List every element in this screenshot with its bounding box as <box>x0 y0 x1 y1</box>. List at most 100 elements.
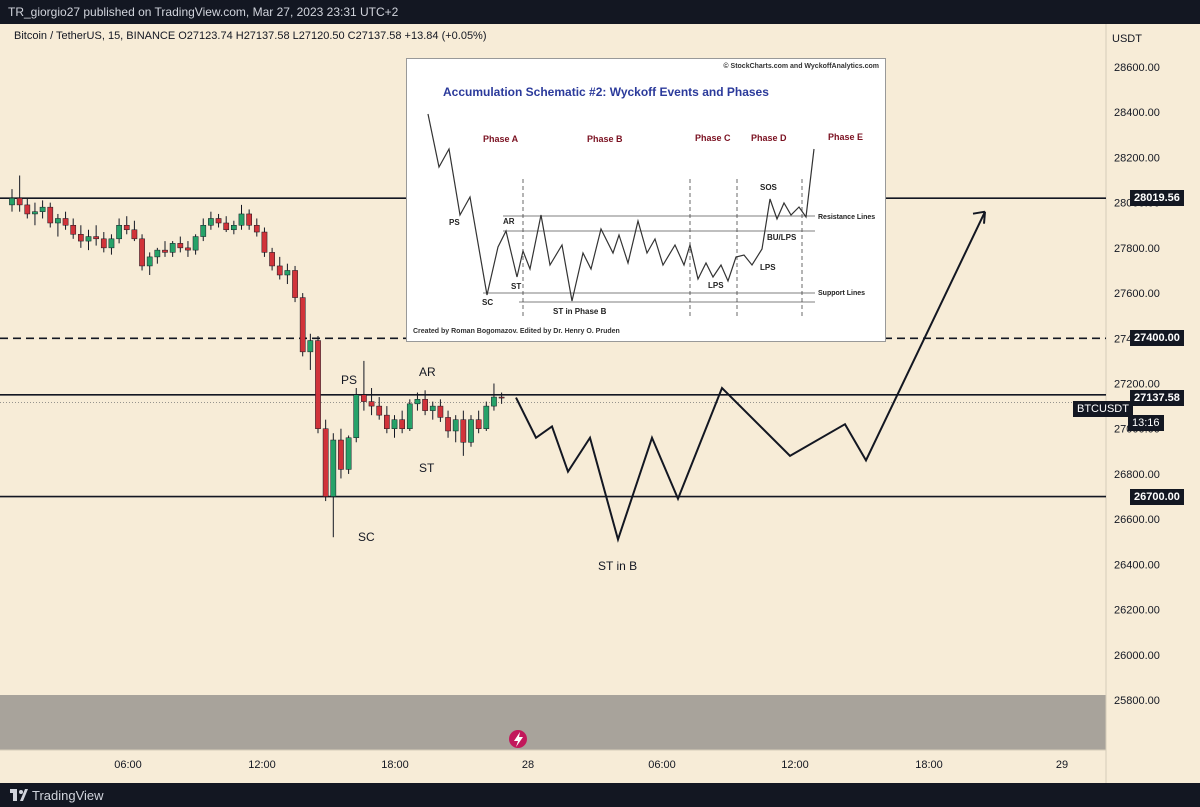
candle-body <box>123 225 130 231</box>
y-tick-label: 27800.00 <box>1114 243 1160 255</box>
schematic-price-path <box>427 113 815 302</box>
candle-body <box>460 419 467 443</box>
candle-body <box>246 213 253 226</box>
symbol-badge: BTCUSDT <box>1073 401 1133 417</box>
phase-b-label: Phase B <box>587 134 623 144</box>
candle-body <box>238 213 245 226</box>
candle-body <box>498 396 505 399</box>
candle-body <box>414 399 421 405</box>
schematic-sc: SC <box>482 298 493 307</box>
candle-body <box>368 401 375 407</box>
annotation-st-in-b: ST in B <box>598 559 637 573</box>
candle-body <box>146 256 153 267</box>
phase-c-label: Phase C <box>695 133 731 143</box>
candle-body <box>353 394 360 439</box>
annotation-ps: PS <box>341 373 357 387</box>
lower-shade-zone <box>0 695 1106 750</box>
candle-body <box>223 222 230 231</box>
candle-body <box>215 218 222 224</box>
candle-body <box>452 419 459 432</box>
y-tick-label: 26600.00 <box>1114 514 1160 526</box>
candle-body <box>169 243 176 253</box>
candle-body <box>422 399 428 411</box>
candle-body <box>437 405 444 418</box>
candle-body <box>154 249 161 258</box>
candle-body <box>468 419 474 443</box>
candle-body <box>47 206 54 224</box>
candle-body <box>131 229 138 240</box>
y-tick-label: 27600.00 <box>1114 288 1160 300</box>
candle-body <box>384 414 390 429</box>
price-badge: 27400.00 <box>1130 330 1184 347</box>
candle-body <box>345 437 352 470</box>
projection-zigzag <box>515 211 986 543</box>
x-tick-label: 06:00 <box>648 759 676 771</box>
candle-body <box>399 419 405 429</box>
x-tick-label: 29 <box>1056 759 1068 771</box>
resistance-label: Resistance Lines <box>818 214 875 221</box>
price-badge: 26700.00 <box>1130 488 1184 505</box>
schematic-sos: SOS <box>760 183 778 192</box>
candle-body <box>70 225 77 235</box>
candle-body <box>330 439 337 497</box>
annotation-sc: SC <box>358 530 375 544</box>
schematic-st-phase-b: ST in Phase B <box>553 307 607 316</box>
candle-body <box>208 218 214 226</box>
x-tick-label: 06:00 <box>114 759 142 771</box>
candle-body <box>269 252 275 267</box>
schematic-lps-d: LPS <box>760 263 776 272</box>
candle-body <box>376 405 383 416</box>
candle-body <box>299 297 306 353</box>
candle-body <box>284 270 291 276</box>
candle-body <box>185 247 191 251</box>
chart-legend: Bitcoin / TetherUS, 15, BINANCE O27123.7… <box>14 30 487 42</box>
price-badge: 28019.56 <box>1130 190 1184 207</box>
candle-body <box>307 340 314 353</box>
candle-body <box>406 403 413 429</box>
schematic-bu-lps: BU/LPS <box>767 233 797 242</box>
currency-label: USDT <box>1112 33 1142 45</box>
x-tick-label: 12:00 <box>248 759 276 771</box>
schematic-svg: © StockCharts.com and WyckoffAnalytics.c… <box>413 62 879 335</box>
candle-body <box>445 417 451 432</box>
candle-body <box>483 405 490 429</box>
y-tick-label: 26200.00 <box>1114 605 1160 617</box>
footer-bar: TradingView <box>0 783 1200 807</box>
candle-body <box>24 204 31 215</box>
candle-body <box>139 238 145 267</box>
candle-body <box>391 419 398 429</box>
y-tick-label: 28200.00 <box>1114 152 1160 164</box>
candle-body <box>315 340 321 429</box>
wyckoff-schematic: © StockCharts.com and WyckoffAnalytics.c… <box>406 58 886 342</box>
y-tick-label: 27200.00 <box>1114 379 1160 391</box>
x-axis-ticks: 06:00 12:00 18:00 28 06:00 12:00 18:00 29 <box>114 759 1068 771</box>
candle-body <box>93 236 100 240</box>
support-label: Support Lines <box>818 290 865 297</box>
annotation-st: ST <box>419 461 435 475</box>
candle-body <box>108 238 115 249</box>
schematic-title: Accumulation Schematic #2: Wyckoff Event… <box>443 85 769 99</box>
candle-body <box>39 206 46 212</box>
candle-body <box>338 439 344 470</box>
candle-body <box>32 211 38 215</box>
candle-body <box>292 270 298 298</box>
candle-body <box>200 225 207 237</box>
candle-body <box>16 197 23 206</box>
lightning-icon[interactable] <box>509 730 527 748</box>
countdown-badge: 13:16 <box>1128 415 1164 431</box>
candle-body <box>231 225 237 231</box>
candle-body <box>9 197 15 206</box>
publish-bar: TR_giorgio27 published on TradingView.co… <box>0 0 1200 24</box>
candle-body <box>253 225 260 233</box>
price-badge: 27137.58 <box>1130 389 1184 406</box>
candle-body <box>276 265 283 276</box>
candle-body <box>429 405 436 411</box>
annotation-ar: AR <box>419 365 436 379</box>
schematic-st: ST <box>511 282 521 291</box>
phase-e-label: Phase E <box>828 132 863 142</box>
candle-body <box>361 394 367 402</box>
x-tick-label: 12:00 <box>781 759 809 771</box>
y-tick-label: 26000.00 <box>1114 650 1160 662</box>
y-tick-label: 28400.00 <box>1114 107 1160 119</box>
candle-body <box>322 428 329 497</box>
